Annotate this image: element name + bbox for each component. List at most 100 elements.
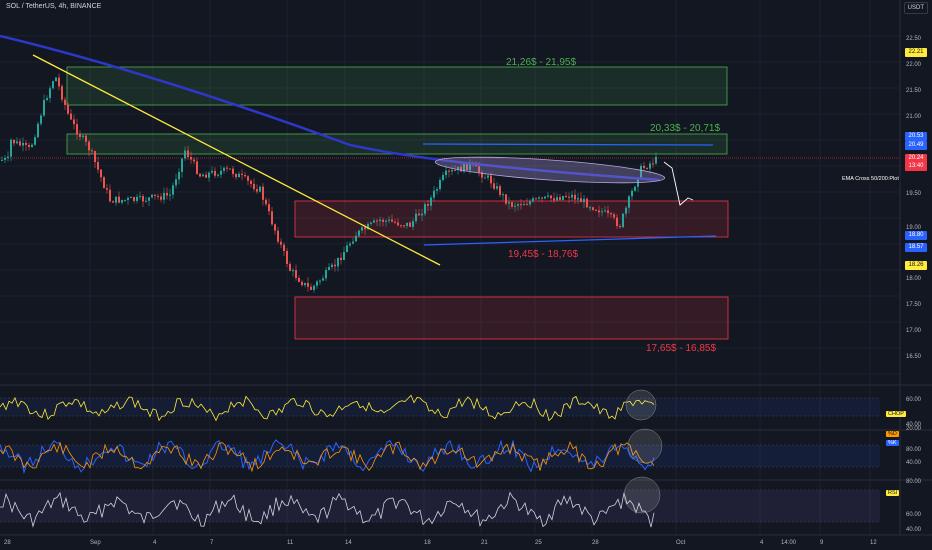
candle-body (301, 281, 303, 286)
x-axis-label: 7 (210, 540, 214, 546)
candle-body (397, 222, 399, 226)
y-axis-label: 18.00 (906, 276, 922, 282)
candle-body (325, 270, 327, 279)
candle-body (34, 137, 36, 145)
candle-body (343, 252, 345, 260)
candle-body (4, 157, 6, 160)
candle-body (478, 166, 480, 173)
y-axis-label: 22.00 (906, 62, 922, 68)
stoch-d-line (0, 441, 655, 473)
candle-body (337, 257, 339, 267)
candle-body (628, 196, 630, 208)
candle-body (232, 168, 234, 174)
candle-body (208, 172, 210, 178)
candle-body (385, 220, 387, 222)
candle-body (334, 264, 336, 267)
candle-body (346, 245, 348, 253)
symbol-title[interactable]: SOL / TetherUS, 4h, BINANCE (6, 3, 102, 10)
candle-body (70, 113, 72, 120)
candle-body (91, 150, 93, 152)
x-axis-label: 25 (535, 540, 542, 546)
candle-body (349, 243, 351, 246)
candle-body (598, 210, 600, 213)
mid-resistance-label: 20,33$ - 20,71$ (650, 123, 721, 134)
rsi-line (0, 491, 655, 528)
candle-body (214, 170, 216, 176)
lower-support-zone (294, 296, 729, 340)
lower-support-label: 17,65$ - 16,85$ (646, 343, 717, 354)
price-badge: 18.80 (905, 231, 927, 240)
candle-body (436, 189, 438, 191)
candle-body (649, 163, 651, 169)
candle-body (25, 142, 27, 145)
candle-body (370, 222, 372, 224)
candle-body (31, 144, 33, 148)
candle-body (430, 197, 432, 206)
candle-body (550, 195, 552, 199)
candle-body (406, 222, 408, 227)
candle-body (400, 225, 402, 227)
candle-body (127, 197, 129, 200)
candle-body (601, 211, 603, 213)
candle-body (487, 175, 489, 178)
candle-body (541, 197, 543, 199)
candle-body (172, 185, 174, 195)
chop-line (0, 394, 655, 422)
price-badge: 20.24 (905, 154, 927, 163)
x-axis-label: 21 (481, 540, 488, 546)
candle-body (268, 204, 270, 212)
candle-body (517, 204, 519, 206)
candle-body (181, 158, 183, 172)
candle-body (556, 197, 558, 201)
candle-body (625, 207, 627, 214)
upper-resistance-zone (66, 66, 728, 106)
candle-body (238, 173, 240, 178)
x-axis-label: 28 (4, 540, 11, 546)
stoch-d-badge: %D (886, 431, 899, 437)
candle-body (88, 141, 90, 151)
candle-body (286, 250, 288, 264)
candle-body (433, 190, 435, 198)
candle-body (319, 280, 321, 282)
candle-body (295, 270, 297, 279)
candle-body (544, 196, 546, 199)
candle-body (46, 98, 48, 100)
candle-body (22, 142, 24, 146)
currency-selector[interactable]: USDT (903, 2, 928, 14)
candle-body (421, 213, 423, 216)
candle-body (643, 165, 645, 168)
candle-body (490, 175, 492, 184)
candle-body (529, 201, 531, 205)
candle-body (262, 186, 264, 200)
candle-body (328, 267, 330, 271)
stoch-highlight (627, 428, 663, 464)
candle-body (244, 175, 246, 177)
x-axis-label: 12 (870, 540, 877, 546)
candle-body (655, 156, 657, 164)
candle-body (112, 201, 114, 203)
candle-body (547, 195, 549, 197)
candle-body (322, 278, 324, 281)
candle-body (505, 194, 507, 204)
x-axis-label: 28 (592, 540, 599, 546)
candle-body (616, 217, 618, 226)
candle-body (463, 163, 465, 172)
candle-body (619, 225, 621, 228)
candle-body (37, 123, 39, 138)
candle-body (538, 197, 540, 199)
y-axis-label: 22.50 (906, 36, 922, 42)
candle-body (307, 282, 309, 287)
candle-body (256, 189, 258, 192)
candle-body (304, 282, 306, 286)
candle-body (559, 197, 561, 200)
candle-body (613, 214, 615, 218)
candle-body (58, 77, 60, 87)
candle-body (124, 199, 126, 201)
candle-body (604, 210, 606, 212)
stoch-scale-top: 20.00 (906, 426, 922, 432)
candle-body (595, 209, 597, 211)
candle-body (241, 173, 243, 176)
ema-cross-label: EMA Cross 50/200:Plot (841, 176, 900, 182)
candle-body (565, 196, 567, 198)
